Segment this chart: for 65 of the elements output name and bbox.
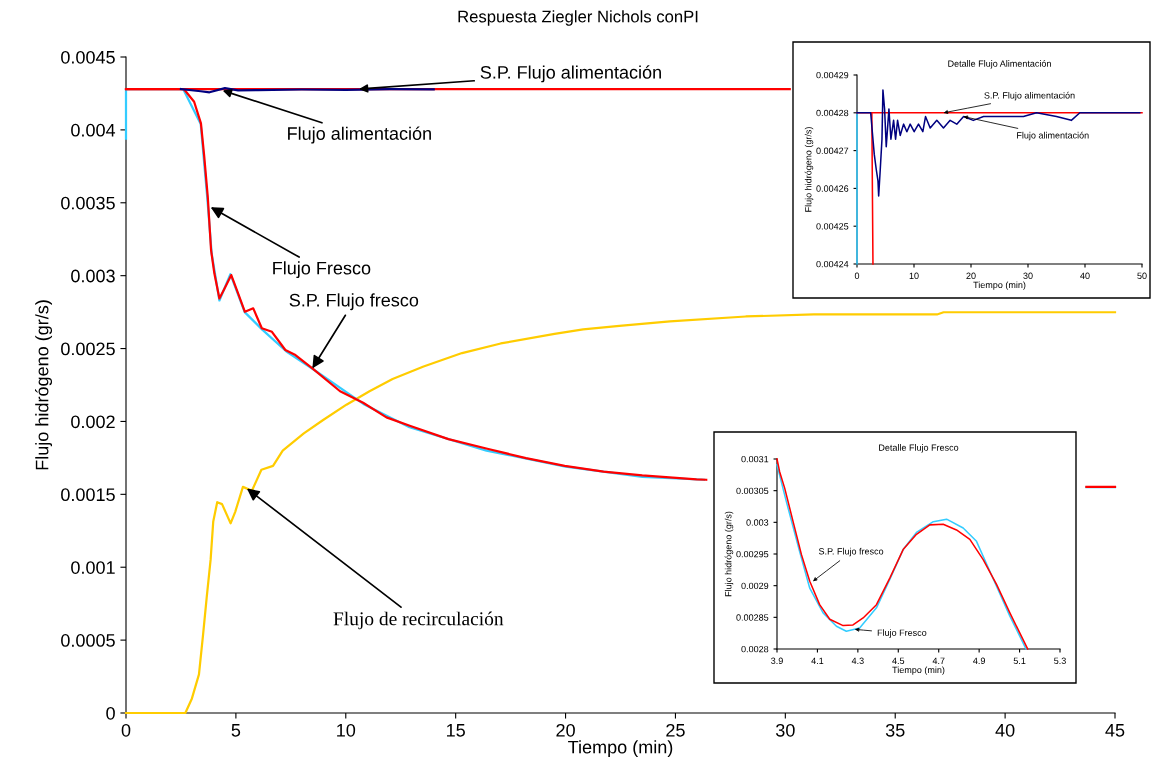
y-tick-label: 0.00285 xyxy=(736,614,769,621)
y-tick-label: 0.003 xyxy=(71,269,115,283)
x-tick-label: 50 xyxy=(1137,272,1147,279)
y-tick-label: 0.0031 xyxy=(741,455,769,463)
chart-title: Detalle Flujo Fresco xyxy=(879,444,959,453)
y-tick-label: 0.004 xyxy=(71,123,116,137)
x-tick-label: 4.3 xyxy=(851,657,864,664)
chart-title: Detalle Flujo Alimentación xyxy=(948,60,1051,69)
y-tick-label: 0.00295 xyxy=(736,550,769,558)
y-tick-label: 0.00305 xyxy=(736,487,769,495)
y-tick-label: 0.0025 xyxy=(61,342,115,356)
x-tick-label: 15 xyxy=(447,724,465,737)
y-axis-title: Flujo hidrógeno (gr/s) xyxy=(34,300,53,470)
y-tick-label: 0.0028 xyxy=(741,645,769,653)
x-tick-label: 35 xyxy=(885,723,905,737)
x-tick-label: 3.9 xyxy=(771,657,783,664)
x-tick-label: 4.5 xyxy=(892,657,905,664)
annotation: Flujo alimentación xyxy=(288,126,431,144)
x-tick-label: 40 xyxy=(995,723,1015,737)
y-tick-label: 0.00425 xyxy=(816,223,849,230)
x-tick-label: 5 xyxy=(231,724,241,737)
x-axis-title: Tiempo (min) xyxy=(892,666,945,675)
y-axis-title: Flujo hidrógeno (gr/s) xyxy=(804,127,814,212)
y-tick-label: 0.00428 xyxy=(816,109,849,117)
annotation: S.P. Flujo fresco xyxy=(818,547,884,557)
y-tick-label: 0.003 xyxy=(746,519,769,526)
x-tick-label: 4.1 xyxy=(811,657,824,664)
x-tick-label: 5.3 xyxy=(1054,657,1066,664)
y-tick-label: 0.00427 xyxy=(816,147,849,154)
annotation: Flujo de recirculación xyxy=(333,611,504,630)
y-tick-label: 0.001 xyxy=(71,561,115,574)
y-tick-label: 0 xyxy=(106,706,115,720)
x-axis-title: Tiempo (min) xyxy=(568,740,673,758)
x-tick-label: 20 xyxy=(966,272,976,279)
annotation: Flujo Fresco xyxy=(273,261,371,279)
x-tick-label: 25 xyxy=(666,723,685,737)
x-tick-label: 20 xyxy=(556,723,575,737)
annotation: S.P. Flujo fresco xyxy=(289,293,419,311)
x-tick-label: 40 xyxy=(1080,272,1090,279)
x-tick-label: 30 xyxy=(775,723,795,737)
y-tick-label: 0.00424 xyxy=(816,260,849,268)
y-tick-label: 0.00426 xyxy=(816,185,849,192)
annotation: Flujo Fresco xyxy=(877,629,927,638)
x-axis-title: Tiempo (min) xyxy=(973,281,1026,290)
y-axis-title: Flujo hidrógeno (gr/s) xyxy=(724,511,734,597)
y-tick-label: 0.0005 xyxy=(61,634,115,647)
x-tick-label: 10 xyxy=(337,723,356,737)
y-tick-label: 0.0045 xyxy=(61,50,115,64)
x-tick-label: 0 xyxy=(121,723,131,737)
x-tick-label: 10 xyxy=(909,272,919,279)
annotation: S.P. Flujo alimentación xyxy=(480,65,661,83)
y-tick-label: 0.0029 xyxy=(741,582,769,590)
x-tick-label: 4.7 xyxy=(932,657,945,664)
x-tick-label: 0 xyxy=(854,272,860,279)
annotation: Flujo alimentación xyxy=(1017,131,1089,141)
x-tick-label: 4.9 xyxy=(973,657,985,664)
y-tick-label: 0.00429 xyxy=(816,71,849,79)
y-tick-label: 0.002 xyxy=(71,415,115,429)
annotation: S.P. Flujo alimentación xyxy=(984,91,1075,101)
chart-title: Respuesta Ziegler Nichols conPI xyxy=(458,10,698,26)
x-tick-label: 45 xyxy=(1105,724,1125,737)
y-tick-label: 0.0015 xyxy=(61,488,115,502)
x-tick-label: 5.1 xyxy=(1013,657,1026,664)
y-tick-label: 0.0035 xyxy=(61,196,115,210)
x-tick-label: 30 xyxy=(1023,272,1033,279)
